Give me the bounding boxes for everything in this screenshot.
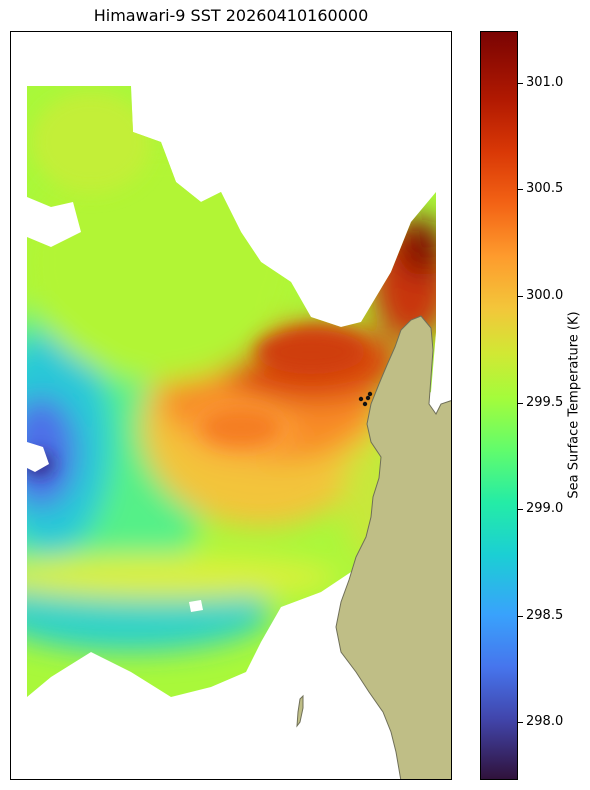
sst-map [10, 31, 452, 780]
colorbar-tick-label: 300.0 [526, 288, 564, 303]
observation-point [362, 401, 368, 407]
colorbar-tick-label: 300.5 [526, 181, 564, 196]
no-data-gaps [27, 197, 203, 612]
sst-map-canvas [27, 86, 451, 779]
colorbar-tick-label: 298.5 [526, 608, 564, 623]
colorbar-tick-label: 301.0 [526, 75, 564, 90]
colorbar [480, 31, 518, 780]
offshore-island [296, 694, 304, 728]
colorbar-tick [518, 403, 523, 404]
colorbar-tick [518, 189, 523, 190]
colorbar-tick [518, 616, 523, 617]
observation-points [358, 391, 373, 407]
colorbar-tick-label: 298.0 [526, 714, 564, 729]
plot-title: Himawari-9 SST 20260410160000 [93, 6, 369, 25]
coastline-landmass [335, 315, 451, 779]
observation-point [358, 396, 364, 402]
observation-point [365, 395, 371, 401]
colorbar-tick [518, 722, 523, 723]
colorbar-tick [518, 509, 523, 510]
colorbar-tick-label: 299.5 [526, 395, 564, 410]
colorbar-tick [518, 83, 523, 84]
observation-point [367, 391, 373, 397]
colorbar-label: Sea Surface Temperature (K) [566, 311, 582, 499]
colorbar-tick [518, 296, 523, 297]
colorbar-tick-label: 299.0 [526, 501, 564, 516]
